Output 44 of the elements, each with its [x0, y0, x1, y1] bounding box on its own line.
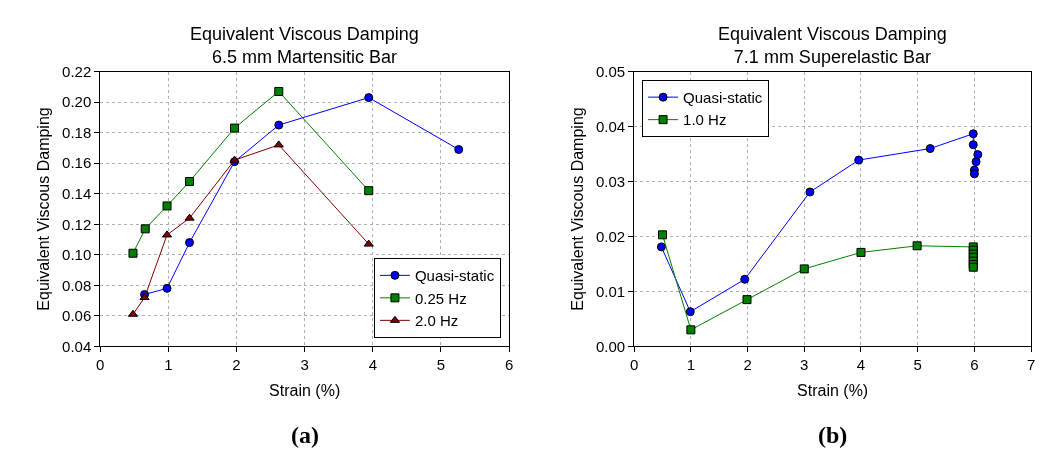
y-tick-label: 0.03 [595, 172, 626, 190]
x-tick-label: 6 [504, 356, 514, 374]
x-tick-label: 1 [164, 356, 173, 374]
x-tick-label: 5 [913, 356, 922, 374]
text: (b) [818, 422, 848, 448]
y-tick-label: 0.06 [62, 307, 92, 325]
x-tick-label: 0 [96, 356, 105, 374]
legend-label: 2.0 Hz [414, 312, 459, 330]
y-tick-label: 0.16 [62, 154, 92, 172]
x-tick-label: 1 [686, 356, 696, 374]
x-axis-title: Strain (%) [269, 382, 341, 400]
legend-label: 0.25 Hz [414, 289, 467, 307]
y-tick-label: 0.18 [62, 123, 92, 141]
chart-title: Equivalent Viscous Damping 7.1 mm Superelastic Bar [718, 24, 947, 68]
y-axis-title: Equivalent Viscous Damping [34, 107, 52, 311]
y-tick-label: 0.12 [62, 215, 92, 233]
x-tick-label: 2 [232, 356, 241, 374]
legend-label: 1.0 Hz [683, 111, 727, 129]
chart-title: Equivalent Viscous Damping 6.5 mm Martensitic Bar [190, 24, 419, 68]
legend-label: Quasi-static [414, 267, 495, 285]
x-tick-label: 7 [1026, 356, 1036, 374]
y-tick-label: 0.14 [62, 184, 92, 202]
text: (a) [291, 422, 319, 448]
x-tick-label: 2 [743, 356, 752, 374]
legend-label: Quasi-static [683, 88, 763, 106]
y-tick-label: 0.04 [595, 117, 626, 135]
y-axis-title: Equivalent Viscous Damping [568, 107, 586, 311]
y-tick-label: 0.22 [62, 62, 92, 80]
y-tick-label: 0.08 [62, 276, 92, 294]
y-tick-label: 0.05 [595, 62, 626, 80]
y-tick-label: 0.20 [62, 93, 92, 111]
x-tick-label: 4 [856, 356, 866, 374]
x-tick-label: 4 [368, 356, 377, 374]
x-tick-label: 6 [970, 356, 979, 374]
x-tick-label: 0 [629, 356, 639, 374]
y-tick-label: 0.00 [595, 337, 626, 355]
y-tick-label: 0.10 [62, 246, 92, 264]
y-tick-label: 0.04 [62, 337, 92, 355]
y-tick-label: 0.02 [595, 227, 626, 245]
x-tick-label: 3 [300, 356, 309, 374]
x-tick-label: 5 [436, 356, 446, 374]
x-tick-label: 3 [800, 356, 809, 374]
x-axis-title: Strain (%) [797, 382, 869, 400]
y-tick-label: 0.01 [595, 282, 626, 300]
